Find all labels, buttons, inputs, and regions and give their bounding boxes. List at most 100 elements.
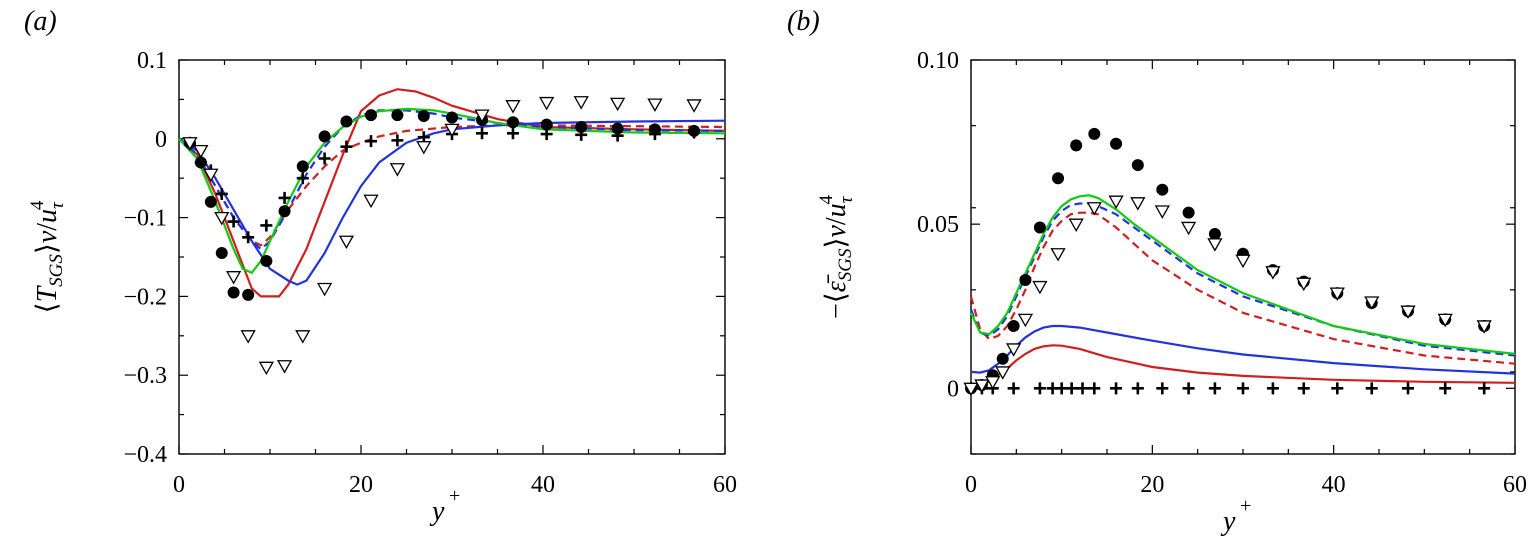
series-line-2: [970, 324, 1516, 375]
plus-marker: [215, 187, 228, 200]
triangle-marker: [573, 96, 589, 110]
x-tick-label: 40: [1322, 472, 1346, 498]
triangle-marker: [1437, 313, 1453, 328]
triangle-marker: [225, 271, 242, 285]
panel-b-ticks: 0 20 40 60 0 0.05 0.10: [917, 48, 1527, 498]
circle-marker: [227, 286, 240, 299]
plus-marker: [1065, 382, 1078, 395]
svg-text:+: +: [1240, 495, 1251, 517]
plus-marker: [1297, 382, 1310, 395]
plus-marker: [1182, 382, 1195, 395]
plus-marker: [391, 134, 404, 147]
series-line-2: [178, 119, 726, 286]
x-tick-label: 40: [531, 472, 555, 498]
circle-marker: [391, 109, 404, 122]
plus-marker: [1007, 382, 1020, 395]
series-line-1: [178, 124, 726, 247]
triangle-marker: [1005, 343, 1022, 357]
circle-marker: [278, 205, 291, 218]
y-tick-label: −0.2: [123, 284, 167, 310]
triangle-marker: [1364, 296, 1380, 310]
triangle-marker: [1180, 221, 1197, 236]
triangle-marker: [182, 137, 198, 151]
circle-marker: [1182, 206, 1195, 219]
y-tick-label: 0: [947, 376, 959, 402]
y-tick-label: 0.10: [917, 48, 959, 74]
x-tick-label: 60: [713, 472, 737, 498]
triangle-marker: [1130, 197, 1146, 211]
circle-marker: [296, 160, 309, 173]
circle-marker: [204, 195, 217, 208]
plus-marker: [1156, 382, 1169, 395]
triangle-marker: [1296, 277, 1312, 292]
circle-marker: [365, 109, 378, 122]
circle-marker: [1019, 273, 1032, 286]
series-line-0: [970, 344, 1516, 387]
plus-marker: [278, 191, 291, 204]
y-tick-label: −0.1: [123, 206, 167, 232]
plus-marker: [648, 128, 661, 141]
plus-marker: [506, 127, 519, 140]
plus-marker: [318, 152, 331, 165]
panel-a: (a) 0 20 40 60 −0.4 −0.3 −0.2 −0.1 0 0.1 y + ⟨TSG…: [24, 6, 737, 527]
plus-marker: [688, 126, 701, 139]
triangle-marker: [1235, 254, 1251, 269]
circle-marker: [1007, 319, 1020, 332]
triangle-marker: [1207, 238, 1223, 252]
panel-b-xlabel: y +: [1220, 495, 1251, 537]
circle-marker: [996, 352, 1009, 365]
triangle-marker: [240, 330, 256, 344]
x-tick-label: 0: [173, 472, 185, 498]
series-line-1: [969, 211, 1516, 365]
triangle-marker: [995, 366, 1011, 380]
circle-marker: [1033, 221, 1046, 234]
plus-marker: [1439, 382, 1452, 395]
plus-marker: [296, 172, 309, 185]
plus-marker: [575, 128, 588, 141]
triangle-marker: [1050, 248, 1066, 262]
triangle-marker: [363, 194, 379, 209]
series-line-3: [178, 109, 726, 251]
triangle-marker: [276, 360, 293, 374]
circle-marker: [1088, 127, 1101, 140]
circle-marker: [1070, 139, 1083, 152]
triangle-marker: [1068, 218, 1084, 232]
plus-marker: [476, 127, 489, 140]
svg-text:y: y: [429, 496, 445, 527]
circle-marker: [611, 122, 624, 135]
triangle-marker: [963, 382, 979, 397]
circle-marker: [242, 288, 255, 301]
triangle-marker: [316, 282, 333, 297]
plus-marker: [260, 219, 273, 232]
circle-marker: [1052, 172, 1065, 185]
plus-marker: [1266, 382, 1279, 395]
x-tick-label: 60: [1503, 472, 1527, 498]
plus-marker: [611, 129, 624, 142]
triangle-marker: [474, 109, 490, 123]
y-tick-label: −0.3: [123, 363, 167, 389]
plus-marker: [242, 231, 255, 244]
circle-marker: [575, 120, 588, 133]
circle-marker: [260, 254, 273, 267]
triangle-marker: [974, 379, 990, 393]
circle-marker: [417, 109, 430, 122]
plus-marker: [1365, 382, 1378, 395]
triangle-marker: [610, 97, 626, 112]
panel-a-xlabel: y +: [429, 485, 460, 527]
plus-marker: [365, 135, 378, 148]
plus-marker: [1110, 382, 1123, 395]
triangle-marker: [416, 141, 432, 155]
circle-marker: [446, 111, 458, 124]
triangle-marker: [686, 99, 702, 113]
series-line-4: [970, 194, 1516, 355]
triangle-marker: [193, 144, 209, 159]
triangle-marker: [1017, 313, 1034, 328]
plus-marker: [1402, 382, 1415, 395]
y-tick-label: −0.4: [123, 442, 167, 468]
plus-marker: [227, 215, 240, 228]
plus-marker: [1131, 382, 1144, 395]
y-tick-label: 0: [155, 127, 167, 153]
svg-text:⟨TSGS⟩ν/uτ4: ⟨TSGS⟩ν/uτ4: [27, 200, 68, 313]
x-tick-label: 20: [1140, 472, 1164, 498]
